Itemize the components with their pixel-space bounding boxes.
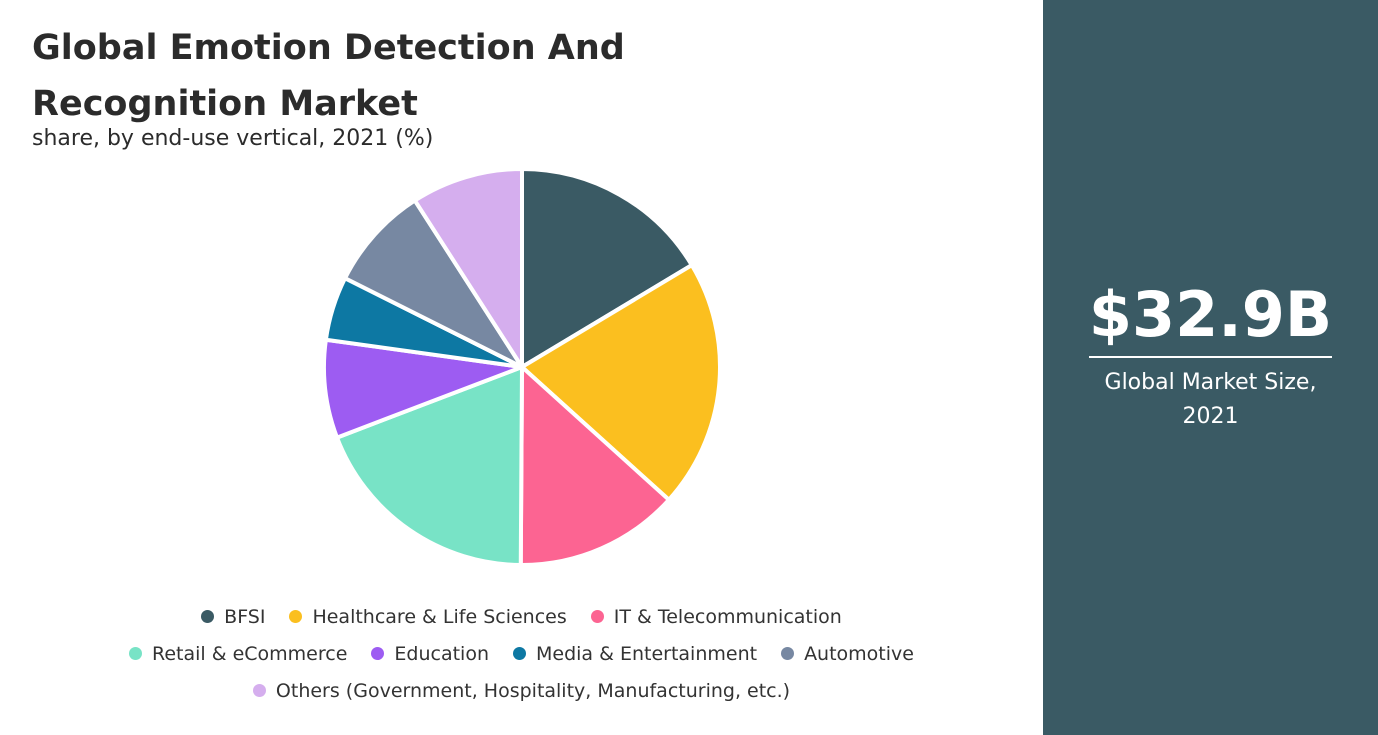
legend-label: Healthcare & Life Sciences	[312, 605, 567, 628]
legend-item: Healthcare & Life Sciences	[289, 605, 567, 628]
legend-label: Media & Entertainment	[536, 642, 758, 665]
legend-item: Media & Entertainment	[513, 643, 757, 665]
legend-item: Others (Government, Hospitality, Manufac…	[252, 679, 791, 702]
legend-item: Education	[371, 643, 489, 665]
legend-swatch	[289, 610, 303, 623]
legend-item: Automotive	[781, 643, 914, 665]
divider	[1089, 356, 1332, 358]
legend-label: Retail & eCommerce	[152, 642, 348, 665]
pie-chart	[322, 167, 722, 567]
market-size: $32.9B	[1088, 278, 1333, 351]
legend-label: Education	[394, 642, 489, 665]
pie-slice	[335, 365, 524, 567]
legend-swatch	[590, 610, 604, 623]
legend-row: BFSI Healthcare & Life Sciences IT & Telec…	[0, 598, 1043, 635]
legend-item: Retail & eCommerce	[129, 643, 347, 665]
legend-label: Others (Government, Hospitality, Manufac…	[275, 679, 791, 702]
legend: BFSI Healthcare & Life Sciences IT & Telec…	[0, 598, 1043, 709]
legend-swatch	[781, 647, 795, 660]
side-panel: $32.9B Global Market Size, 2021	[1043, 0, 1378, 735]
legend-swatch	[513, 647, 526, 660]
legend-label: IT & Telecommunication	[613, 605, 842, 628]
legend-label: Automotive	[804, 642, 914, 665]
pie-slice	[412, 167, 524, 369]
legend-label: BFSI	[224, 605, 266, 628]
legend-swatch	[252, 684, 266, 697]
legend-swatch	[201, 610, 215, 623]
legend-swatch	[129, 647, 142, 660]
legend-row: Others (Government, Hospitality, Manufac…	[0, 672, 1043, 709]
legend-item: BFSI	[201, 606, 265, 628]
chart-subtitle: share, by end-use vertical, 2021 (%)	[32, 126, 434, 151]
pie-slice	[518, 365, 671, 567]
chart-title: Global Emotion Detection And Recognition…	[32, 28, 625, 124]
legend-row: Retail & eCommerce Education Media & Enter…	[0, 635, 1043, 672]
pie-slice	[520, 167, 694, 369]
legend-swatch	[371, 647, 385, 660]
pie-slice	[520, 263, 722, 502]
market-size-label: Global Market Size, 2021	[1104, 370, 1317, 429]
legend-item: IT & Telecommunication	[590, 605, 842, 628]
pie-slice	[343, 198, 524, 369]
